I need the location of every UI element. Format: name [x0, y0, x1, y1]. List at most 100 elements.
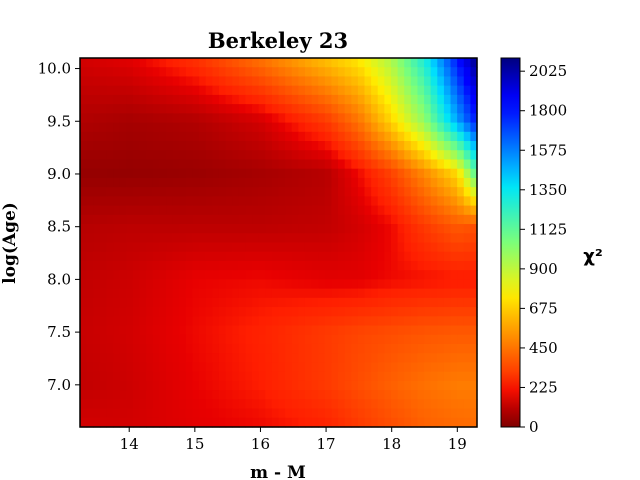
heatmap-cell: [278, 159, 286, 170]
heatmap-cell: [192, 187, 200, 197]
heatmap-cell: [225, 104, 233, 114]
heatmap-cell: [285, 408, 293, 419]
heatmap-cell: [132, 408, 141, 419]
heatmap-cell: [397, 279, 405, 290]
heatmap-cell: [344, 122, 352, 133]
heatmap-cell: [417, 390, 425, 400]
heatmap-cell: [258, 224, 266, 234]
heatmap-cell: [152, 408, 160, 419]
heatmap-cell: [199, 390, 207, 400]
heatmap-cell: [351, 150, 359, 161]
heatmap-cell: [179, 214, 187, 225]
heatmap-cell: [443, 122, 452, 133]
heatmap-cell: [377, 260, 385, 271]
heatmap-cell: [298, 251, 306, 262]
heatmap-cell: [397, 297, 405, 308]
heatmap-cell: [199, 270, 207, 280]
heatmap-cell: [443, 390, 452, 400]
heatmap-cell: [225, 168, 233, 179]
heatmap-cell: [371, 417, 379, 428]
heatmap-cell: [80, 380, 88, 391]
heatmap-cell: [265, 159, 273, 170]
heatmap-cell: [457, 408, 465, 419]
heatmap-cell: [285, 233, 293, 244]
heatmap-cell: [132, 58, 141, 68]
heatmap-cell: [86, 168, 94, 179]
heatmap-cell: [285, 122, 293, 133]
heatmap-cell: [146, 233, 154, 244]
heatmap-cell: [457, 113, 465, 124]
heatmap-cell: [357, 85, 366, 96]
heatmap-cell: [351, 214, 359, 225]
heatmap-cell: [443, 224, 452, 234]
heatmap-cell: [252, 141, 260, 151]
heatmap-cell: [390, 196, 399, 207]
heatmap-cell: [258, 399, 266, 410]
heatmap-cell: [146, 58, 154, 68]
heatmap-cell: [331, 177, 339, 188]
heatmap-cell: [404, 177, 412, 188]
heatmap-cell: [278, 334, 286, 345]
heatmap-cell: [424, 371, 432, 382]
heatmap-cell: [324, 214, 333, 225]
heatmap-cell: [86, 270, 94, 280]
heatmap-cell: [377, 233, 385, 244]
heatmap-cell: [139, 159, 147, 170]
heatmap-cell: [338, 380, 346, 391]
heatmap-cell: [390, 288, 399, 299]
heatmap-cell: [146, 251, 154, 262]
heatmap-cell: [86, 214, 94, 225]
heatmap-cell: [410, 168, 419, 179]
heatmap-cell: [318, 251, 326, 262]
heatmap-cell: [225, 251, 233, 262]
heatmap-cell: [338, 399, 346, 410]
heatmap-cell: [139, 297, 147, 308]
heatmap-cell: [192, 288, 200, 299]
heatmap-cell: [86, 205, 94, 216]
heatmap-cell: [463, 233, 471, 244]
heatmap-cell: [245, 76, 253, 87]
heatmap-cell: [324, 58, 333, 68]
heatmap-cell: [126, 260, 134, 271]
heatmap-cell: [166, 408, 174, 419]
heatmap-cell: [450, 177, 458, 188]
heatmap-cell: [265, 168, 273, 179]
heatmap-cell: [245, 214, 253, 225]
heatmap-cell: [318, 362, 326, 373]
heatmap-cell: [80, 279, 88, 290]
heatmap-cell: [99, 214, 108, 225]
heatmap-cell: [159, 205, 167, 216]
heatmap-cell: [443, 187, 452, 197]
heatmap-cell: [424, 205, 432, 216]
heatmap-cell: [93, 233, 101, 244]
heatmap-cell: [258, 371, 266, 382]
heatmap-cell: [397, 325, 405, 336]
heatmap-cell: [218, 270, 227, 280]
heatmap-cell: [152, 297, 160, 308]
heatmap-cell: [291, 288, 299, 299]
heatmap-cell: [298, 260, 306, 271]
heatmap-cell: [199, 380, 207, 391]
heatmap-cell: [232, 408, 240, 419]
heatmap-cell: [364, 150, 372, 161]
heatmap-cell: [225, 325, 233, 336]
heatmap-cell: [417, 214, 425, 225]
heatmap-cell: [344, 417, 352, 428]
heatmap-cell: [410, 417, 419, 428]
heatmap-cell: [185, 85, 194, 96]
heatmap-cell: [470, 399, 478, 410]
heatmap-cell: [344, 371, 352, 382]
heatmap-cell: [424, 214, 432, 225]
heatmap-cell: [205, 270, 213, 280]
heatmap-cell: [357, 316, 366, 327]
heatmap-cell: [205, 58, 213, 68]
heatmap-cell: [106, 58, 114, 68]
heatmap-cell: [430, 141, 438, 151]
heatmap-cell: [371, 316, 379, 327]
heatmap-cell: [351, 371, 359, 382]
heatmap-cell: [159, 380, 167, 391]
heatmap-cell: [397, 67, 405, 78]
heatmap-cell: [218, 380, 227, 391]
heatmap-cell: [139, 334, 147, 345]
heatmap-cell: [93, 187, 101, 197]
